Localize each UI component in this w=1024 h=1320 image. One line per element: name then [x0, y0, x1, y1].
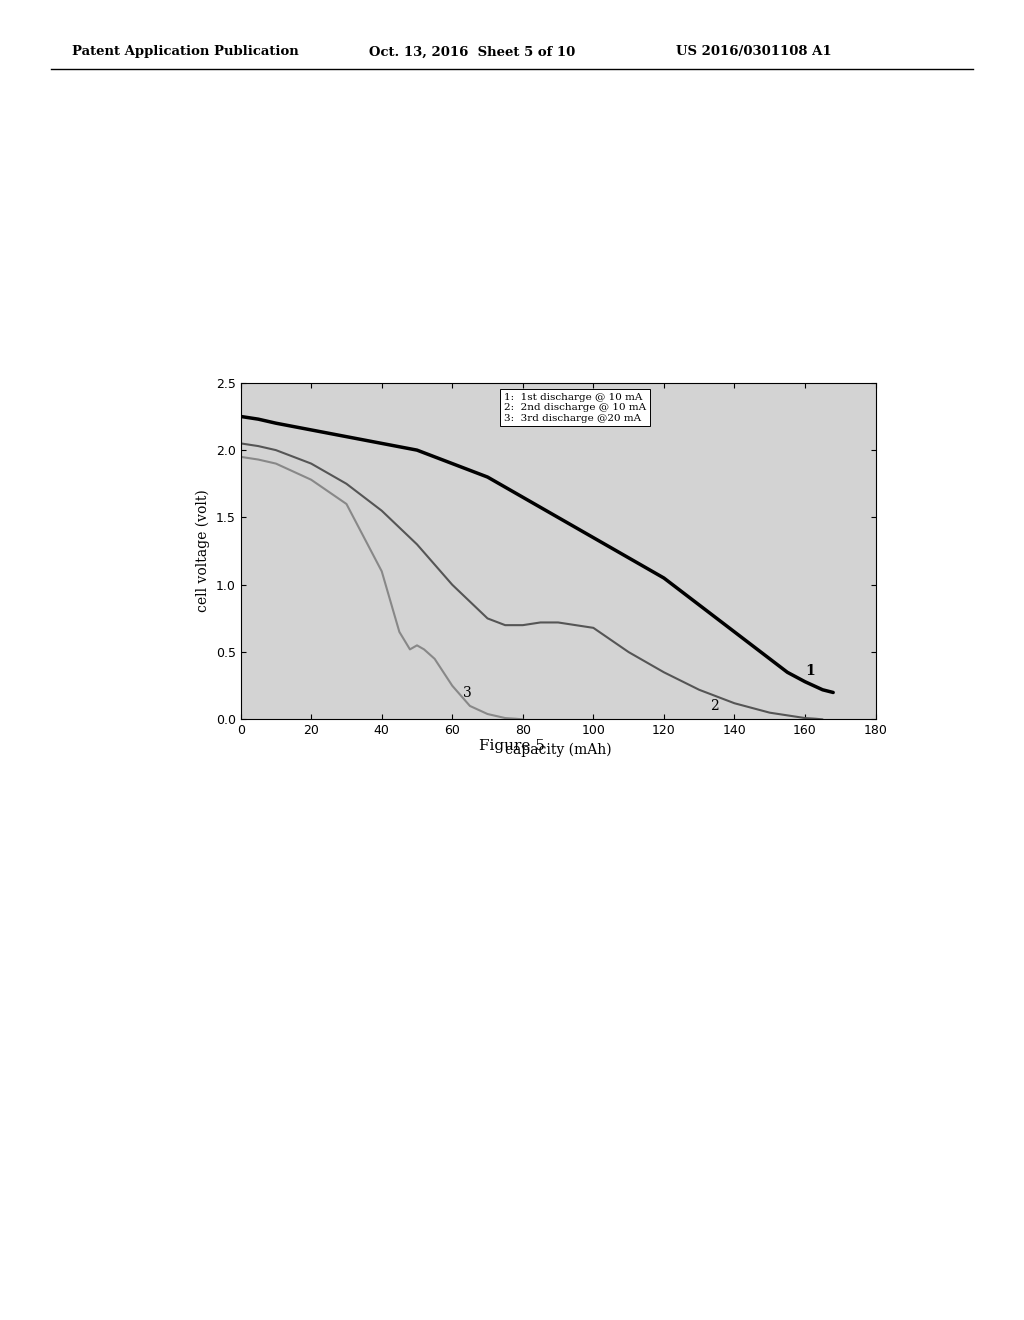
Text: 3: 3 — [463, 685, 472, 700]
X-axis label: capacity (mAh): capacity (mAh) — [505, 743, 611, 758]
Text: Oct. 13, 2016  Sheet 5 of 10: Oct. 13, 2016 Sheet 5 of 10 — [369, 45, 574, 58]
Text: Figure 5: Figure 5 — [479, 739, 545, 752]
Text: US 2016/0301108 A1: US 2016/0301108 A1 — [676, 45, 831, 58]
Text: 1: 1 — [805, 664, 815, 678]
Text: Patent Application Publication: Patent Application Publication — [72, 45, 298, 58]
Y-axis label: cell voltage (volt): cell voltage (volt) — [196, 490, 210, 612]
Text: 1:  1st discharge @ 10 mA
2:  2nd discharge @ 10 mA
3:  3rd discharge @20 mA: 1: 1st discharge @ 10 mA 2: 2nd discharg… — [504, 393, 646, 422]
Text: 2: 2 — [710, 700, 719, 713]
